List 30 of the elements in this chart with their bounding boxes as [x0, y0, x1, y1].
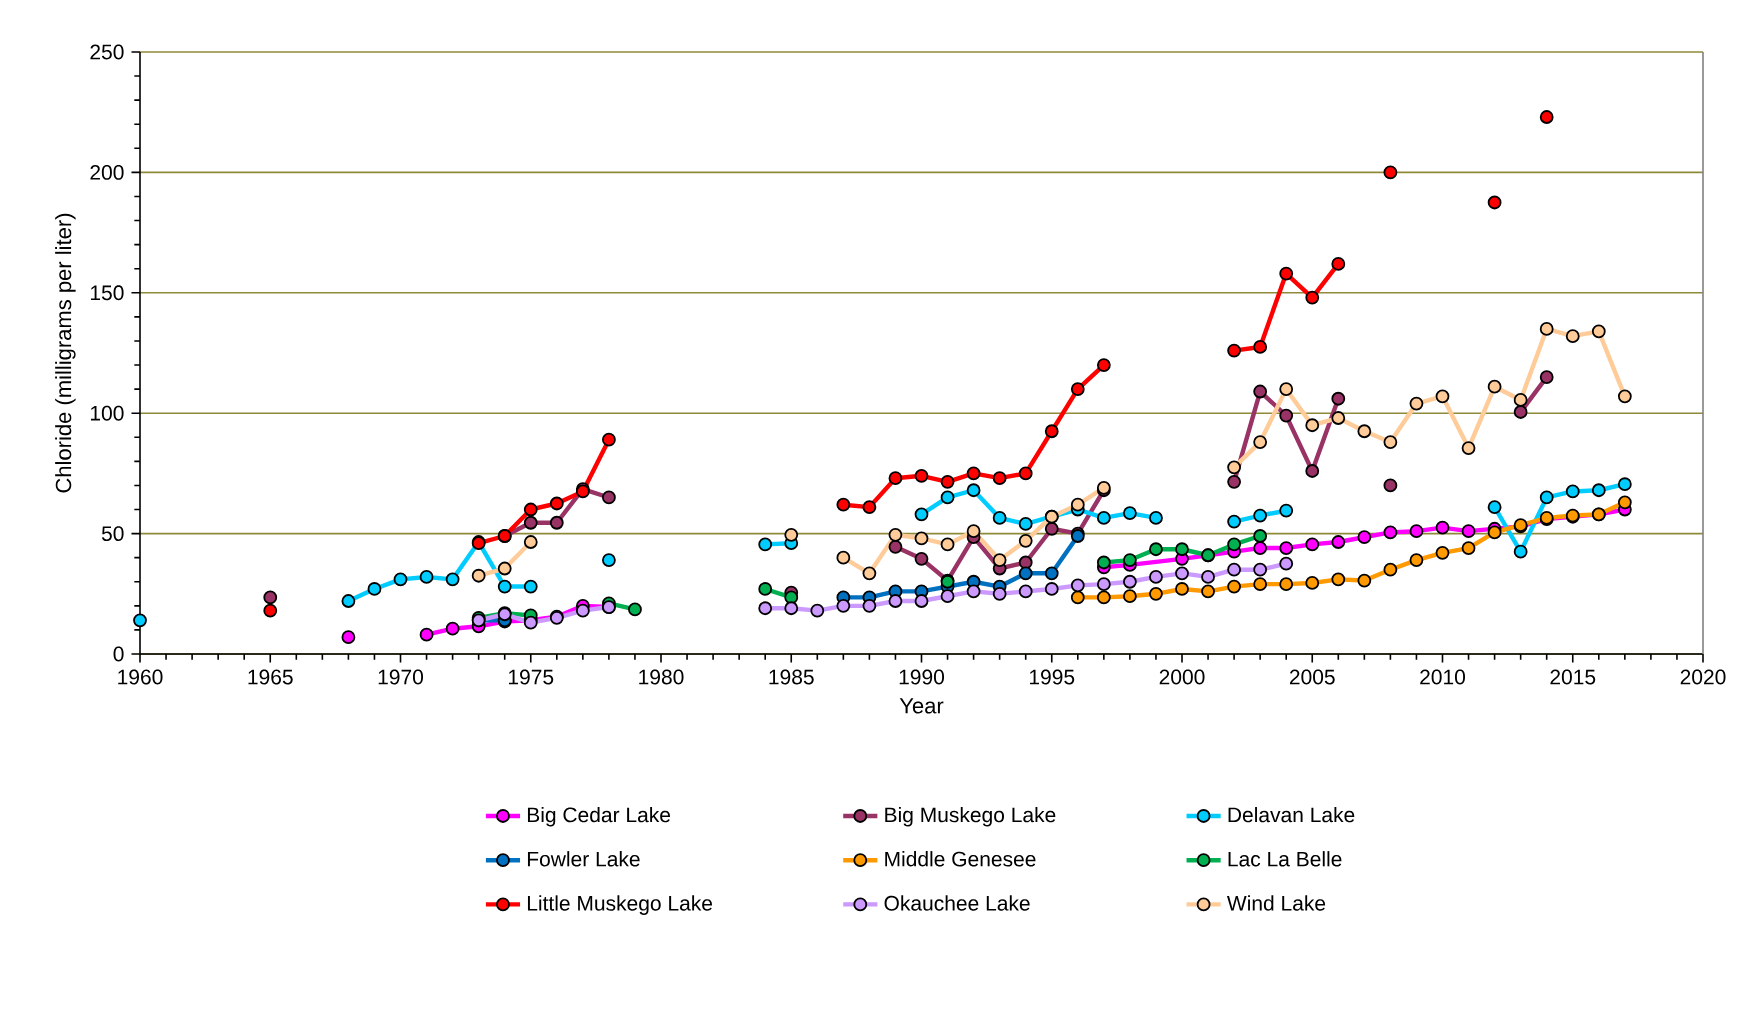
x-axis-title: Year — [899, 698, 944, 714]
x-tick-label: 2000 — [1159, 669, 1205, 685]
x-tick-label: 1965 — [248, 669, 293, 685]
legend-label: Lac La Belle — [1228, 851, 1342, 867]
y-tick-label: 100 — [90, 405, 124, 421]
y-tick-label: 0 — [113, 646, 124, 662]
x-tick-label: 1960 — [118, 669, 163, 685]
x-tick-label: 1975 — [508, 669, 554, 685]
legend-label: Little Muskego Lake — [527, 895, 713, 915]
x-tick-label: 2005 — [1289, 669, 1335, 685]
x-tick-label: 1990 — [899, 669, 945, 685]
legend-label: Big Muskego Lake — [885, 806, 1056, 827]
y-tick-label: 200 — [90, 164, 124, 180]
x-tick-label: 2010 — [1420, 669, 1466, 685]
x-tick-label: 2020 — [1680, 669, 1726, 685]
y-axis-title: Chloride (milligrams per liter) — [55, 213, 76, 493]
x-tick-label: 1995 — [1029, 669, 1075, 685]
y-tick-label: 150 — [90, 285, 124, 301]
x-tick-label: 2015 — [1550, 669, 1596, 685]
x-tick-label: 1985 — [769, 669, 814, 685]
legend-label: Fowler Lake — [527, 851, 640, 867]
x-tick-label: 1980 — [639, 669, 684, 685]
legend-label: Big Cedar Lake — [527, 806, 671, 827]
legend-label: Middle Genesee — [885, 851, 1036, 867]
legend-label: Delavan Lake — [1228, 806, 1355, 823]
y-tick-label: 250 — [90, 44, 124, 60]
legend-label: Wind Lake — [1226, 895, 1326, 911]
legend-label: Okauchee Lake — [884, 895, 1030, 911]
y-tick-label: 50 — [101, 526, 124, 542]
x-tick-label: 1970 — [378, 669, 424, 685]
